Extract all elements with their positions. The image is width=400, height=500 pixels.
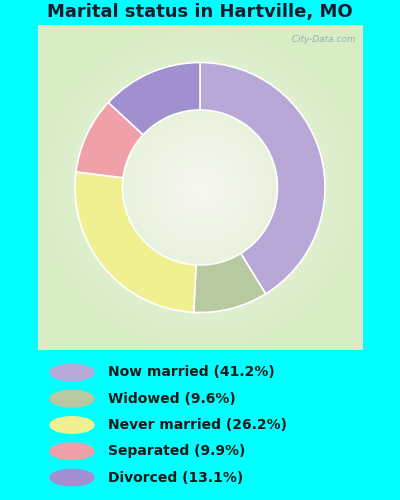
Wedge shape [194,254,266,312]
Wedge shape [200,62,325,294]
Text: Marital status in Hartville, MO: Marital status in Hartville, MO [47,4,353,22]
Text: Never married (26.2%): Never married (26.2%) [108,418,287,432]
Wedge shape [108,62,200,135]
Wedge shape [76,102,143,178]
Text: Divorced (13.1%): Divorced (13.1%) [108,470,243,484]
Wedge shape [75,172,196,312]
Text: Separated (9.9%): Separated (9.9%) [108,444,245,458]
Circle shape [50,364,94,381]
Circle shape [50,443,94,460]
Text: Widowed (9.6%): Widowed (9.6%) [108,392,236,406]
Circle shape [50,417,94,433]
Circle shape [50,469,94,486]
Text: City-Data.com: City-Data.com [286,35,356,44]
Text: Now married (41.2%): Now married (41.2%) [108,366,275,380]
Circle shape [50,390,94,407]
